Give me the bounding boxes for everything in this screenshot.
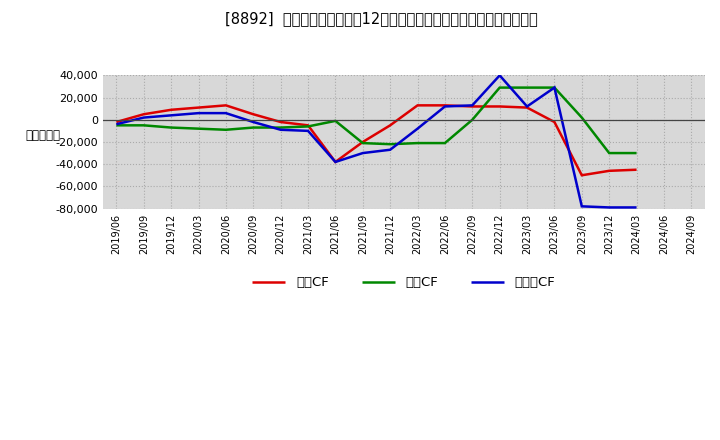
- 投資CF: [194, 126, 203, 131]
- Line: 投資CF: 投資CF: [117, 88, 636, 153]
- フリーCF: [577, 204, 586, 209]
- 営業CF: [577, 172, 586, 178]
- 営業CF: [605, 168, 613, 173]
- 営業CF: [523, 105, 531, 110]
- フリーCF: [304, 128, 312, 133]
- フリーCF: [413, 126, 422, 131]
- 営業CF: [222, 103, 230, 108]
- 営業CF: [331, 159, 340, 165]
- フリーCF: [550, 85, 559, 90]
- Text: [8892]  キャッシュフローの12か月移動合計の対前年同期増減額の推移: [8892] キャッシュフローの12か月移動合計の対前年同期増減額の推移: [225, 11, 538, 26]
- フリーCF: [468, 103, 477, 108]
- フリーCF: [140, 115, 148, 120]
- 投資CF: [276, 125, 285, 130]
- 営業CF: [140, 112, 148, 117]
- 投資CF: [304, 124, 312, 129]
- 投資CF: [495, 85, 504, 90]
- フリーCF: [359, 150, 367, 156]
- 投資CF: [523, 85, 531, 90]
- フリーCF: [194, 110, 203, 116]
- 営業CF: [441, 103, 449, 108]
- Legend: 営業CF, 投資CF, フリーCF: 営業CF, 投資CF, フリーCF: [247, 271, 561, 295]
- フリーCF: [523, 104, 531, 109]
- フリーCF: [167, 113, 176, 118]
- 投資CF: [632, 150, 641, 156]
- 投資CF: [577, 115, 586, 120]
- 営業CF: [112, 119, 121, 125]
- 営業CF: [304, 123, 312, 128]
- フリーCF: [249, 119, 258, 125]
- 営業CF: [495, 104, 504, 109]
- Y-axis label: （百万円）: （百万円）: [25, 129, 60, 142]
- 営業CF: [550, 119, 559, 125]
- 営業CF: [167, 107, 176, 113]
- 投資CF: [112, 123, 121, 128]
- 投資CF: [140, 123, 148, 128]
- Line: フリーCF: フリーCF: [117, 75, 636, 207]
- 投資CF: [550, 85, 559, 90]
- 投資CF: [468, 117, 477, 122]
- 営業CF: [468, 104, 477, 109]
- 投資CF: [413, 140, 422, 146]
- 営業CF: [276, 119, 285, 125]
- フリーCF: [495, 73, 504, 78]
- 営業CF: [632, 167, 641, 172]
- フリーCF: [386, 147, 395, 152]
- 営業CF: [249, 112, 258, 117]
- 投資CF: [605, 150, 613, 156]
- フリーCF: [632, 205, 641, 210]
- フリーCF: [441, 104, 449, 109]
- フリーCF: [605, 205, 613, 210]
- 投資CF: [249, 125, 258, 130]
- 投資CF: [386, 142, 395, 147]
- Line: 営業CF: 営業CF: [117, 105, 636, 175]
- 投資CF: [359, 140, 367, 146]
- フリーCF: [276, 127, 285, 132]
- 投資CF: [167, 125, 176, 130]
- 投資CF: [331, 118, 340, 124]
- フリーCF: [222, 110, 230, 116]
- 投資CF: [441, 140, 449, 146]
- 営業CF: [386, 123, 395, 128]
- 営業CF: [359, 139, 367, 145]
- 営業CF: [194, 105, 203, 110]
- フリーCF: [331, 159, 340, 165]
- 投資CF: [222, 127, 230, 132]
- 営業CF: [413, 103, 422, 108]
- フリーCF: [112, 121, 121, 127]
